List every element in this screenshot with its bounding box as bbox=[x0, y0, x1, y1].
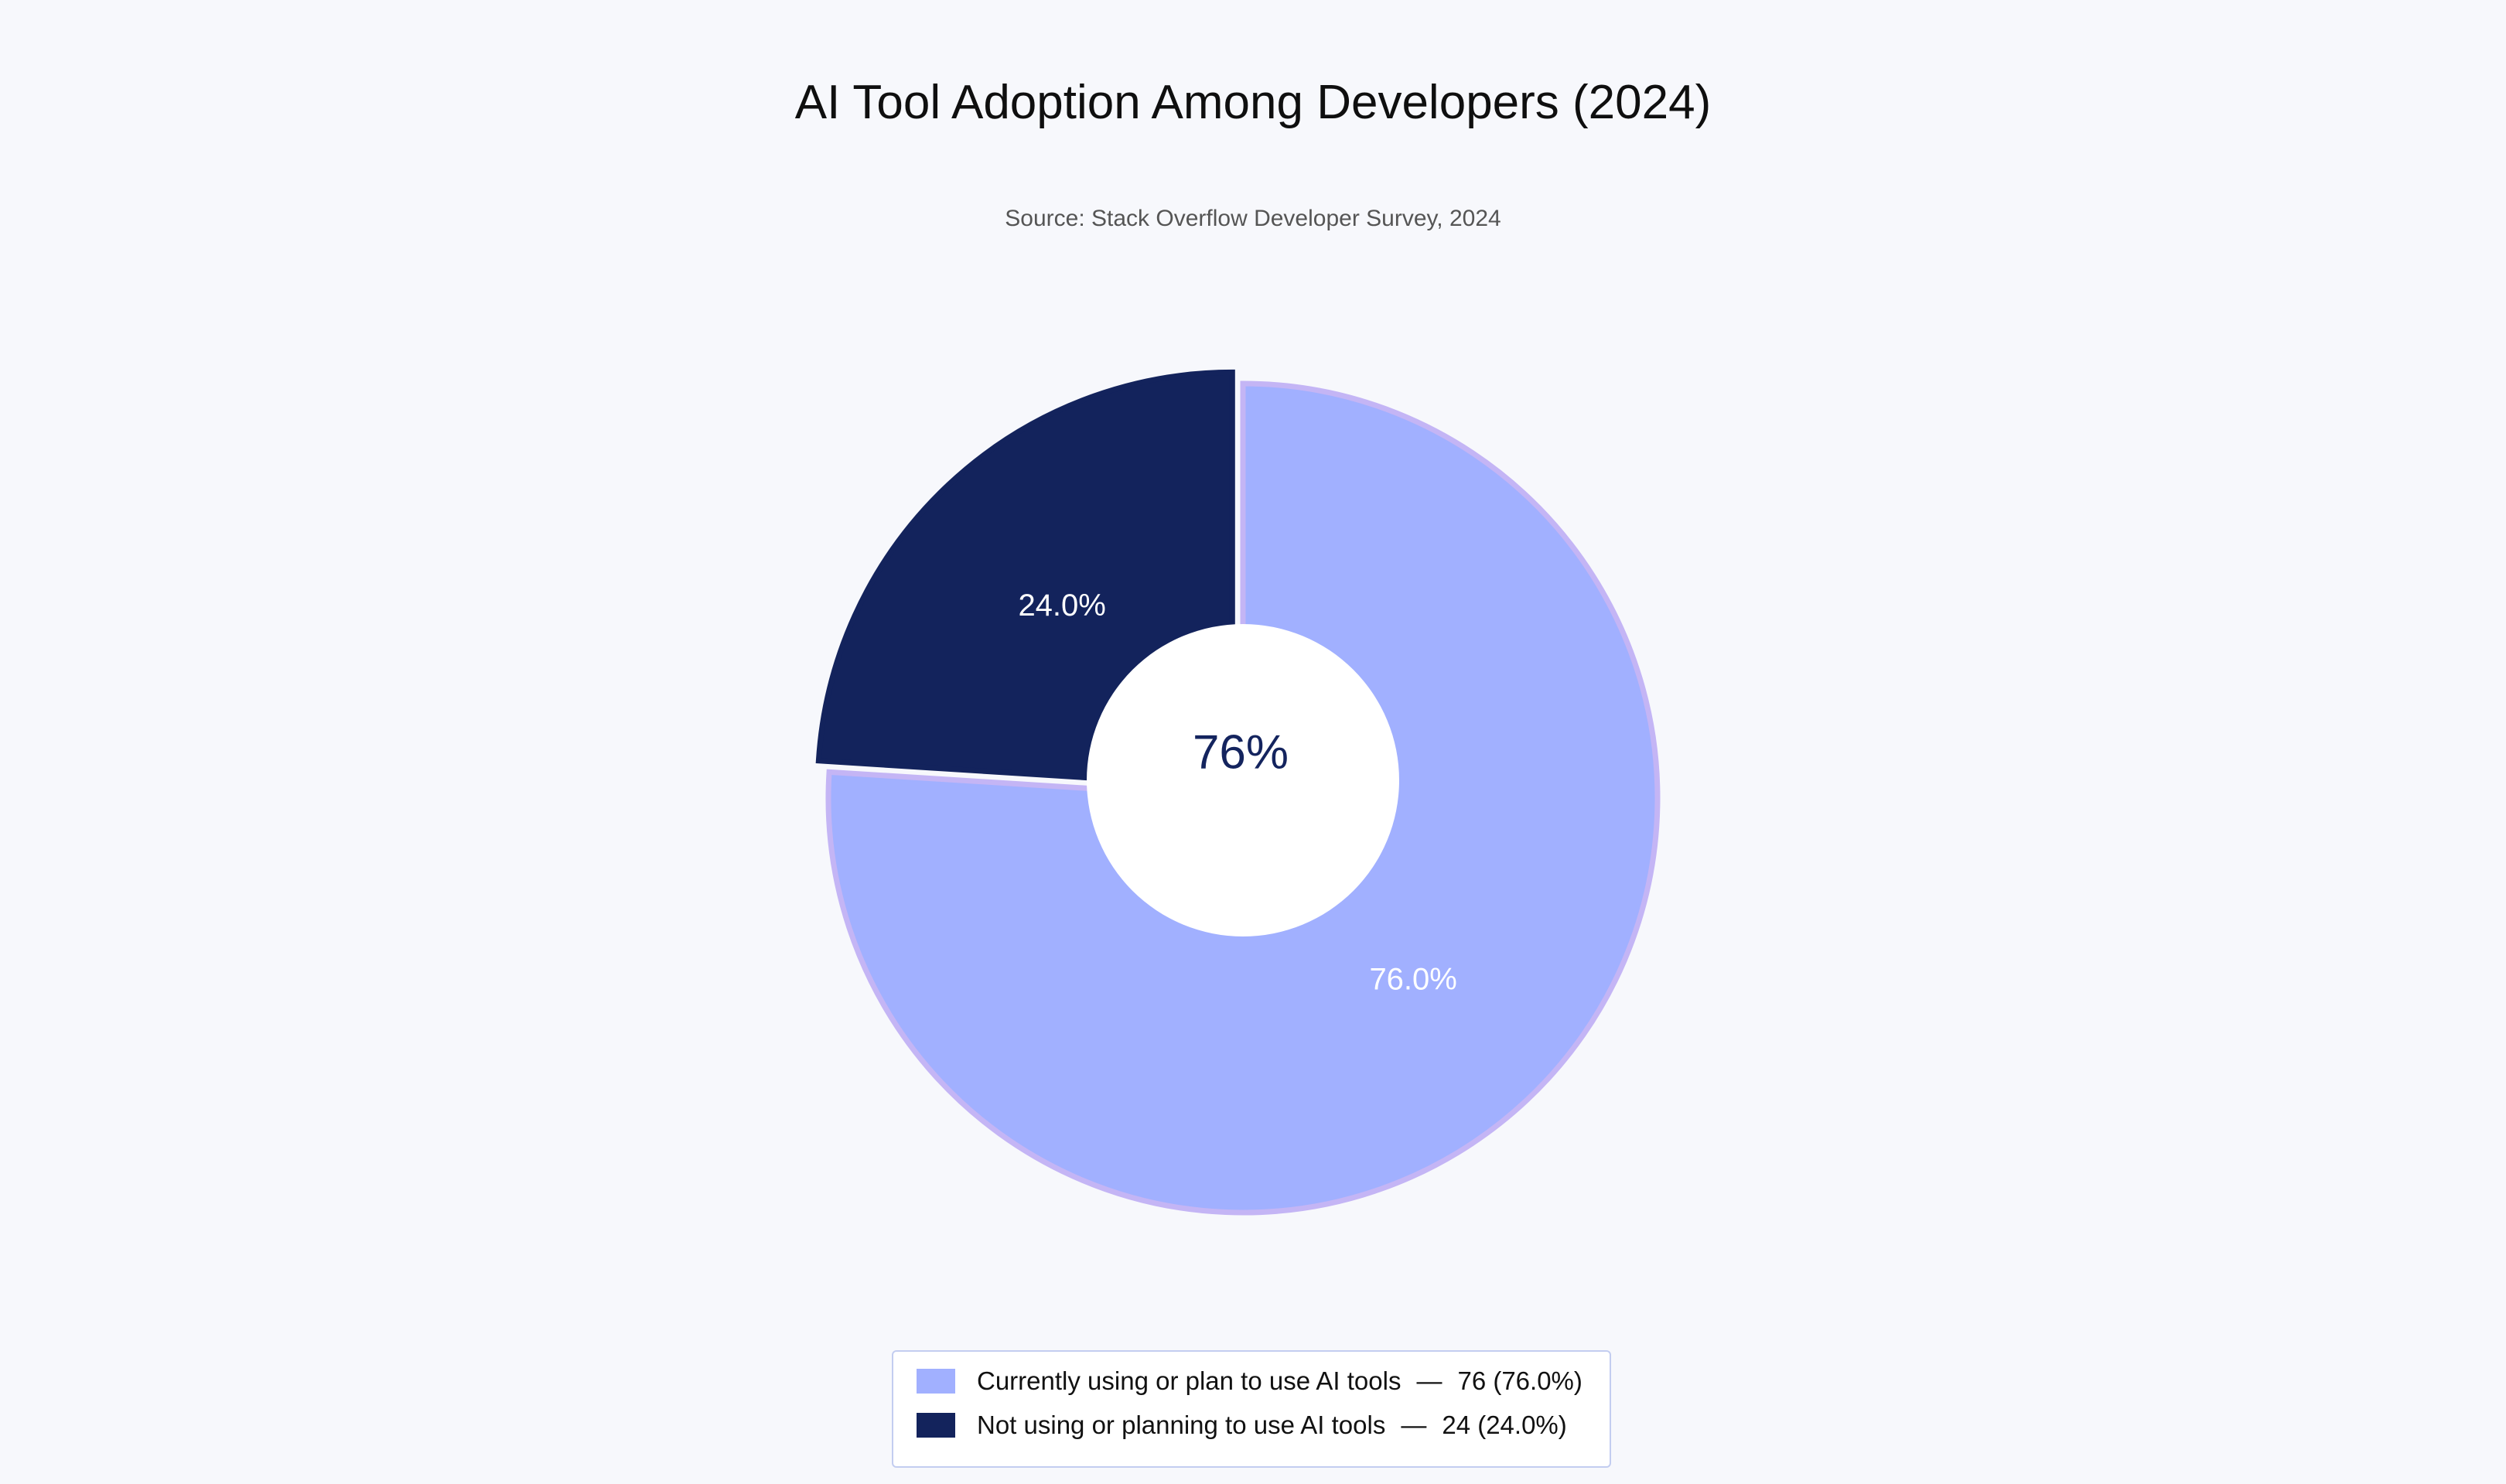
pie-slice-label: 24.0% bbox=[1018, 588, 1105, 623]
pie-slice-labels: 76.0% 24.0% bbox=[1018, 588, 1456, 996]
legend-separator: — bbox=[1416, 1366, 1442, 1395]
legend-swatch bbox=[917, 1413, 955, 1438]
legend-item[interactable]: Currently using or plan to use AI tools … bbox=[917, 1364, 1582, 1398]
legend-item[interactable]: Not using or planning to use AI tools — … bbox=[917, 1408, 1567, 1442]
legend-label: Currently using or plan to use AI tools bbox=[977, 1366, 1402, 1395]
legend: Currently using or plan to use AI tools … bbox=[892, 1350, 1611, 1468]
donut-hole bbox=[1087, 624, 1399, 936]
chart-subtitle: Source: Stack Overflow Developer Survey,… bbox=[1005, 206, 1501, 231]
legend-swatch bbox=[917, 1369, 955, 1394]
center-label: 76% bbox=[1193, 726, 1289, 780]
legend-value: 76 (76.0%) bbox=[1457, 1366, 1582, 1395]
legend-label: Not using or planning to use AI tools bbox=[977, 1411, 1386, 1439]
pie-slice-label: 76.0% bbox=[1369, 962, 1456, 996]
legend-separator: — bbox=[1401, 1411, 1427, 1439]
legend-value: 24 (24.0%) bbox=[1442, 1411, 1567, 1439]
chart-title: AI Tool Adoption Among Developers (2024) bbox=[794, 76, 1712, 129]
